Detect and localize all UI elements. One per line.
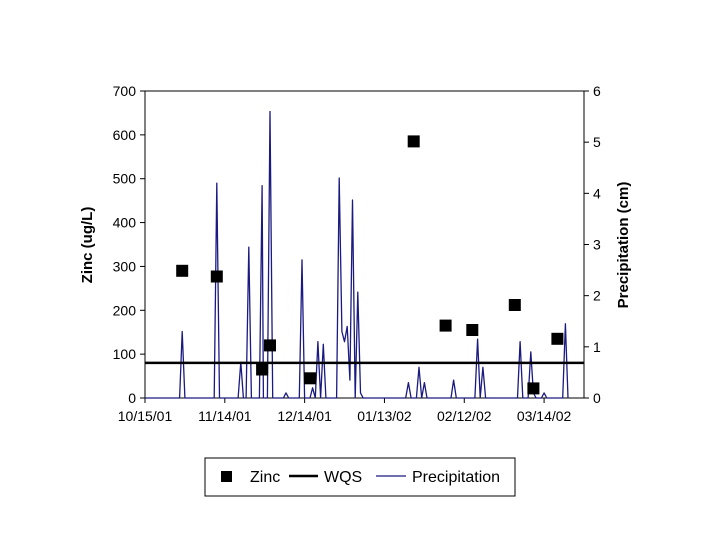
- y-left-tick-label: 300: [113, 258, 137, 274]
- y-right-tick-label: 0: [593, 390, 601, 406]
- zinc-point: [407, 135, 420, 148]
- zinc-point: [508, 299, 521, 311]
- y-right-tick-label: 4: [593, 185, 601, 201]
- x-tick-label: 11/14/01: [198, 408, 252, 424]
- y-right-tick-label: 1: [593, 339, 601, 355]
- legend-zinc-label: Zinc: [250, 469, 280, 486]
- y-right-tick-label: 5: [593, 134, 601, 150]
- y-left-tick-label: 600: [113, 127, 137, 143]
- zinc-point: [264, 339, 276, 352]
- zinc-point: [176, 264, 189, 277]
- legend-wqs-label: WQS: [324, 469, 362, 486]
- zinc-point: [527, 382, 540, 395]
- zinc-point: [256, 363, 269, 376]
- plot-frame: [144, 90, 585, 399]
- y-right-tick-label: 2: [593, 288, 601, 304]
- y-left-tick-label: 0: [128, 390, 136, 406]
- legend-precipitation-label: Precipitation: [412, 469, 500, 486]
- zinc-point: [304, 372, 316, 385]
- x-tick-label: 03/14/02: [517, 408, 572, 424]
- zinc-point: [439, 319, 452, 332]
- x-tick-label: 12/14/01: [277, 408, 332, 424]
- zinc-point: [466, 324, 479, 336]
- legend-box: [204, 457, 516, 497]
- zinc-point: [551, 332, 564, 345]
- x-tick-label: 10/15/01: [118, 408, 173, 424]
- plot-area: 0 100 200 300 400 500 600 700 0 1 2 3 4 5 6 10/15/01 11/…: [113, 83, 601, 424]
- zinc-point: [210, 270, 223, 283]
- legend: Zinc WQS Precipitation: [204, 457, 516, 497]
- y-left-tick-label: 100: [113, 346, 137, 362]
- y-right-tick-label: 3: [593, 237, 601, 253]
- x-tick-label: 02/12/02: [437, 408, 492, 424]
- precipitation-series-line: [145, 110, 569, 399]
- x-tick-label: 01/13/02: [357, 408, 412, 424]
- y-left-axis-title: Zinc (ug/L): [79, 207, 96, 284]
- y-left-tick-label: 200: [113, 302, 137, 318]
- legend-zinc-marker: [221, 471, 232, 482]
- y-left-tick-label: 400: [113, 215, 137, 231]
- y-right-tick-label: 6: [593, 83, 601, 99]
- y-left-tick-label: 700: [113, 83, 137, 99]
- y-left-tick-label: 500: [113, 171, 137, 187]
- y-right-axis-title: Precipitation (cm): [615, 182, 632, 309]
